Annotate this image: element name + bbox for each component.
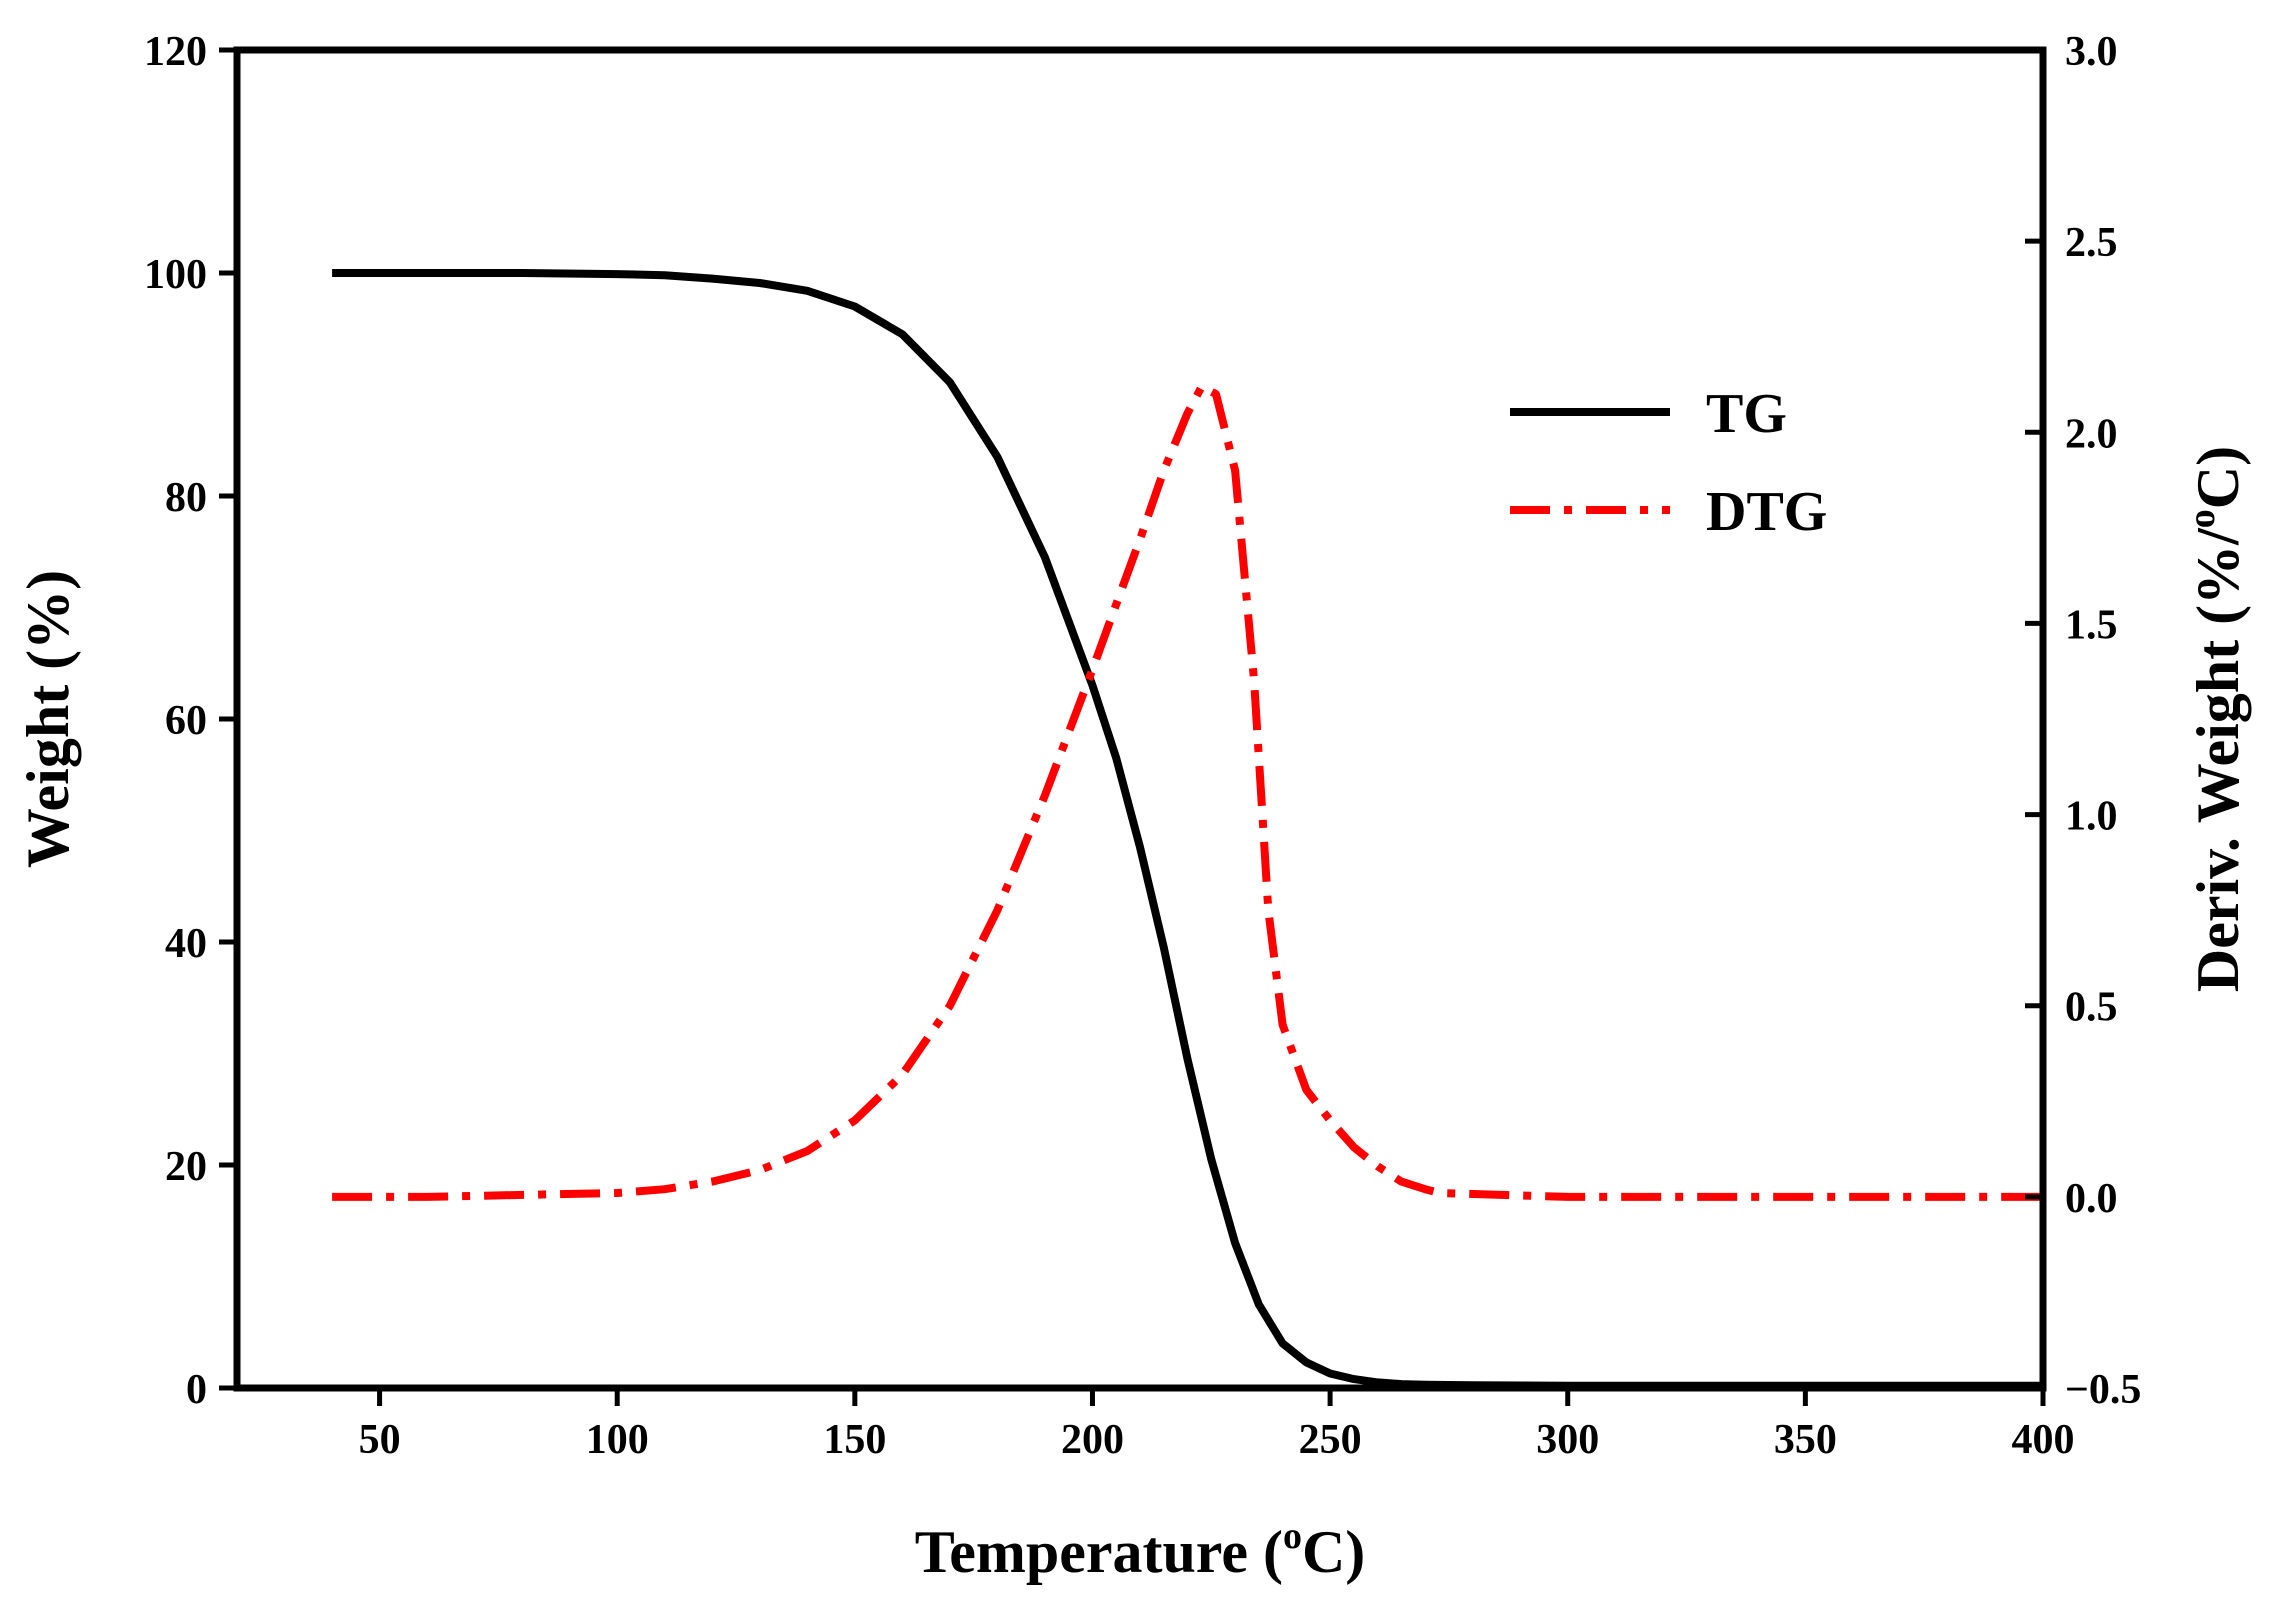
y-left-tick-label: 100 — [144, 252, 207, 298]
x-tick-label: 100 — [586, 1417, 649, 1463]
x-axis-title-main: Temperature ( — [915, 1519, 1283, 1585]
x-axis: 50 100 150 200 250 300 350 400 — [359, 1388, 2075, 1463]
y-left-tick-label: 0 — [186, 1367, 207, 1413]
y-right-tick-label: 1.0 — [2065, 794, 2118, 840]
y-axis-right: −0.5 0.0 0.5 1.0 1.5 2.0 2.5 3.0 — [2025, 29, 2141, 1413]
legend-dtg-label: DTG — [1706, 481, 1827, 543]
x-axis-title-sup: o — [1283, 1515, 1302, 1557]
x-tick-label: 300 — [1536, 1417, 1599, 1463]
x-axis-title: Temperature (oC) — [915, 1515, 1366, 1585]
y-right-tick-label: −0.5 — [2065, 1367, 2141, 1413]
y-left-tick-label: 60 — [165, 698, 207, 744]
y-right-tick-label: 0.5 — [2065, 985, 2118, 1031]
x-tick-label: 400 — [2012, 1417, 2075, 1463]
y-axis-right-title-main: Deriv. Weight (%/ — [2185, 527, 2251, 992]
y-axis-right-title-sup: o — [2181, 509, 2223, 528]
y-right-tick-label: 2.0 — [2065, 411, 2118, 457]
x-tick-label: 200 — [1061, 1417, 1124, 1463]
y-left-tick-label: 120 — [144, 29, 207, 75]
x-tick-label: 50 — [359, 1417, 401, 1463]
x-tick-label: 150 — [823, 1417, 886, 1463]
y-axis-right-title: Deriv. Weight (%/oC) — [2181, 446, 2251, 992]
x-tick-label: 350 — [1774, 1417, 1837, 1463]
y-axis-left: 0 20 40 60 80 100 120 — [144, 29, 237, 1413]
y-axis-left-title: Weight (%) — [15, 570, 81, 868]
y-right-tick-label: 0.0 — [2065, 1176, 2118, 1222]
legend-tg-label: TG — [1706, 383, 1787, 445]
series-tg-line — [332, 269, 2043, 1390]
y-right-tick-label: 1.5 — [2065, 602, 2118, 648]
x-tick-label: 250 — [1299, 1417, 1362, 1463]
y-left-tick-label: 80 — [165, 475, 207, 521]
y-right-tick-label: 2.5 — [2065, 220, 2118, 266]
curves-layer — [332, 269, 2043, 1390]
x-axis-title-unit: C) — [1302, 1519, 1365, 1585]
y-axis-right-title-unit: C) — [2185, 446, 2251, 509]
y-right-tick-label: 3.0 — [2065, 29, 2118, 75]
plot-frame — [233, 46, 2047, 1392]
series-dtg-line — [332, 382, 2043, 1201]
legend: TG DTG — [1510, 383, 1827, 543]
y-left-tick-label: 20 — [165, 1144, 207, 1190]
y-left-tick-label: 40 — [165, 921, 207, 967]
